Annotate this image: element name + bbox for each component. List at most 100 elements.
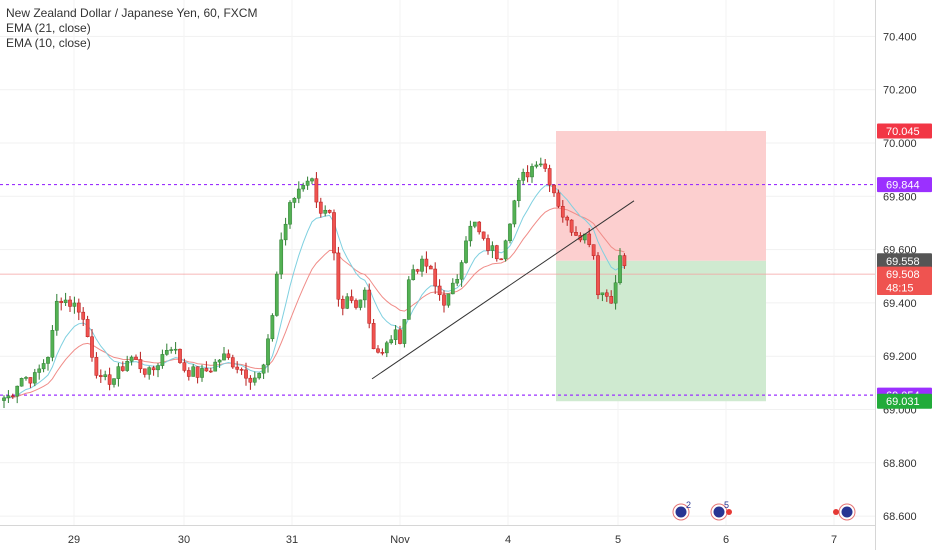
candle: [134, 354, 138, 360]
candle-body: [534, 164, 539, 167]
candle: [358, 299, 363, 311]
candle-body: [371, 323, 376, 350]
candle-body: [186, 370, 191, 377]
candle: [288, 200, 292, 229]
candle: [367, 283, 372, 329]
candle-body: [156, 365, 160, 371]
candle-body: [494, 245, 499, 260]
candle: [226, 349, 231, 360]
candle-body: [191, 366, 196, 377]
candle-body: [512, 200, 517, 225]
candle-body: [112, 378, 116, 385]
candle-body: [292, 197, 297, 203]
candle-body: [63, 299, 68, 303]
candle: [151, 365, 156, 376]
time-tick-label: 29: [68, 534, 80, 546]
candle: [442, 290, 446, 313]
candle-body: [530, 166, 534, 178]
candle-body: [323, 209, 328, 214]
flag-icon: [713, 506, 725, 518]
candle-body: [252, 377, 257, 383]
candle-body: [59, 300, 64, 303]
candle: [481, 231, 486, 241]
candle: [301, 182, 306, 192]
candle-body: [160, 354, 165, 366]
price-tag-label: 70.045: [886, 126, 920, 138]
candle: [173, 342, 178, 355]
candle-body: [129, 356, 134, 362]
candle-body: [472, 221, 477, 227]
candle-body: [138, 359, 143, 370]
candle-body: [288, 202, 292, 225]
candle: [516, 177, 521, 208]
candle-body: [222, 353, 226, 361]
candle-body: [32, 372, 37, 384]
candle: [591, 244, 596, 260]
candle: [609, 290, 614, 304]
price-tag-bg: [877, 393, 932, 409]
candle-body: [200, 368, 204, 378]
candle-body: [41, 363, 46, 370]
candle-body: [182, 362, 187, 371]
price-tag-bg: [877, 123, 932, 139]
candle: [468, 220, 473, 247]
candle-body: [609, 296, 614, 304]
price-tag-bg: [877, 266, 932, 282]
candle-body: [81, 311, 86, 320]
candle-body: [120, 366, 125, 371]
price-tick-label: 70.000: [883, 138, 917, 150]
candle: [169, 346, 174, 354]
candle: [248, 375, 253, 390]
candle-body: [230, 357, 235, 368]
candle-body: [569, 219, 574, 233]
candle-body: [477, 221, 482, 233]
candle-body: [367, 289, 372, 324]
candle-body: [208, 370, 213, 373]
candle: [459, 260, 464, 287]
candle-body: [261, 364, 266, 374]
candle-body: [6, 395, 11, 399]
candle: [200, 364, 204, 382]
price-tag-bg: [877, 177, 932, 193]
candle: [120, 361, 125, 372]
candle: [2, 395, 6, 409]
candle-body: [552, 184, 556, 194]
horizontal-levels: [0, 183, 875, 396]
candle-body: [362, 289, 367, 301]
candle: [138, 351, 143, 373]
candle-body: [354, 300, 358, 308]
chart-legend: New Zealand Dollar / Japanese Yen, 60, F…: [6, 6, 257, 51]
price-tag: 69.031: [877, 393, 932, 409]
price-tag-label: 48:15: [886, 282, 914, 294]
candle-body: [327, 209, 332, 213]
candle: [94, 352, 99, 379]
candle-body: [345, 296, 350, 309]
candle: [618, 248, 622, 285]
candle: [257, 372, 262, 380]
candle: [534, 161, 539, 169]
candle-body: [2, 397, 6, 401]
candle-body: [204, 368, 209, 372]
candle: [24, 375, 28, 381]
candle: [530, 163, 534, 183]
candle-body: [358, 299, 363, 308]
flag-icon: [675, 506, 687, 518]
candle-body: [464, 240, 468, 263]
candle: [191, 364, 196, 377]
candle-body: [103, 374, 108, 377]
candle-body: [446, 293, 451, 306]
candle-body: [195, 366, 200, 378]
candle-body: [468, 225, 473, 242]
candle: [107, 367, 112, 391]
event-icon: 5: [710, 500, 729, 521]
candle-body: [147, 367, 152, 375]
price-tick-label: 70.400: [883, 31, 917, 43]
candle-body: [226, 353, 231, 358]
candle: [323, 205, 328, 217]
candle-body: [283, 223, 288, 241]
candle-body: [94, 357, 99, 376]
time-tick-label: 6: [723, 534, 729, 546]
candle-body: [380, 352, 385, 354]
candle-body: [486, 238, 490, 251]
